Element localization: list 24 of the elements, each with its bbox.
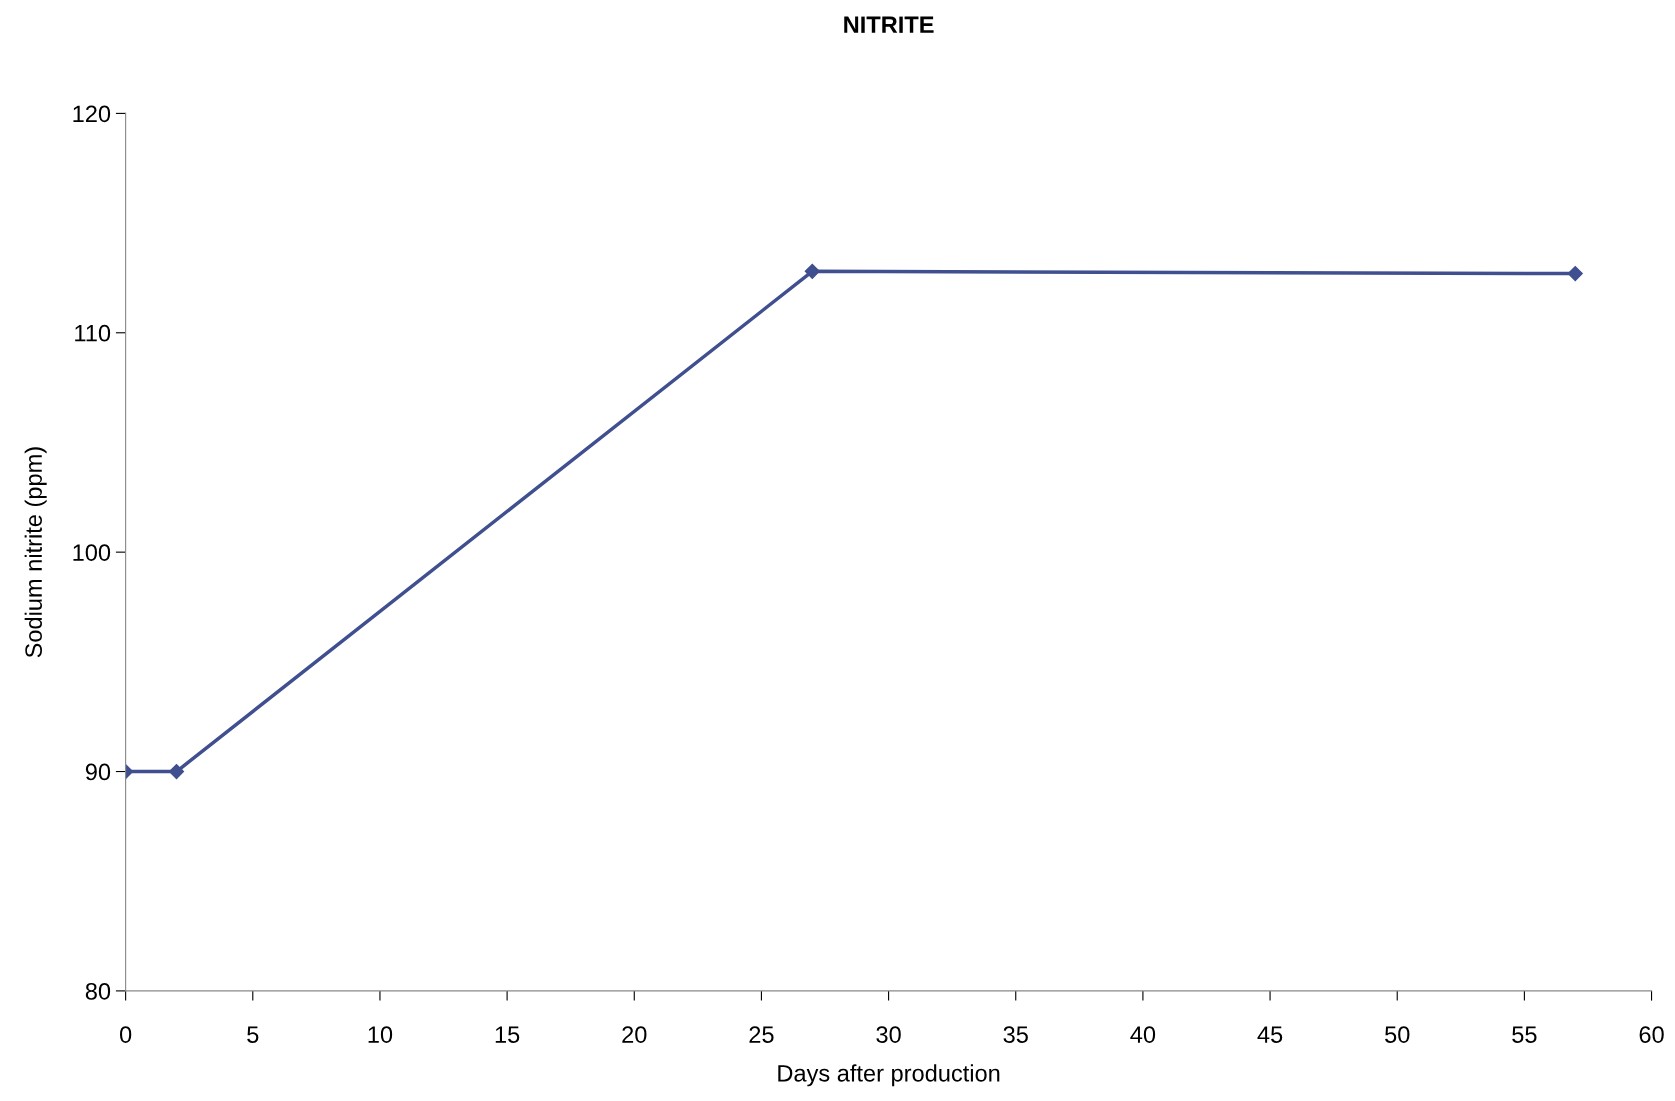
y-tick-label: 80 <box>85 982 111 1000</box>
x-tick-label: 30 <box>876 1026 901 1043</box>
x-tick-label: 55 <box>1512 1026 1537 1043</box>
y-tick-label: 100 <box>73 544 111 561</box>
x-tick-label: 35 <box>1003 1026 1028 1043</box>
x-tick-label: 25 <box>749 1026 774 1043</box>
x-tick-label: 50 <box>1385 1026 1410 1043</box>
point <box>804 263 820 279</box>
y-tick-label: 90 <box>85 763 111 781</box>
x-tick-label: 20 <box>622 1026 647 1043</box>
y-tick-label: 110 <box>75 324 111 342</box>
x-tick-label: 0 <box>119 1026 132 1043</box>
x-tick-label: 45 <box>1257 1026 1283 1043</box>
x-tick-label: 5 <box>247 1026 259 1043</box>
y-axis-title: Sodium nitrite (ppm) <box>24 447 47 658</box>
x-tick-label: 60 <box>1639 1026 1664 1043</box>
point <box>1567 265 1583 282</box>
chart-title: NITRITE <box>844 16 934 33</box>
x-tick-label: 10 <box>368 1026 393 1043</box>
x-axis-title: Days after production <box>778 1064 1000 1087</box>
x-tick-label: 15 <box>495 1026 520 1043</box>
y-tick-label: 120 <box>73 105 111 123</box>
x-tick-label: 40 <box>1130 1026 1156 1043</box>
point <box>168 763 185 780</box>
